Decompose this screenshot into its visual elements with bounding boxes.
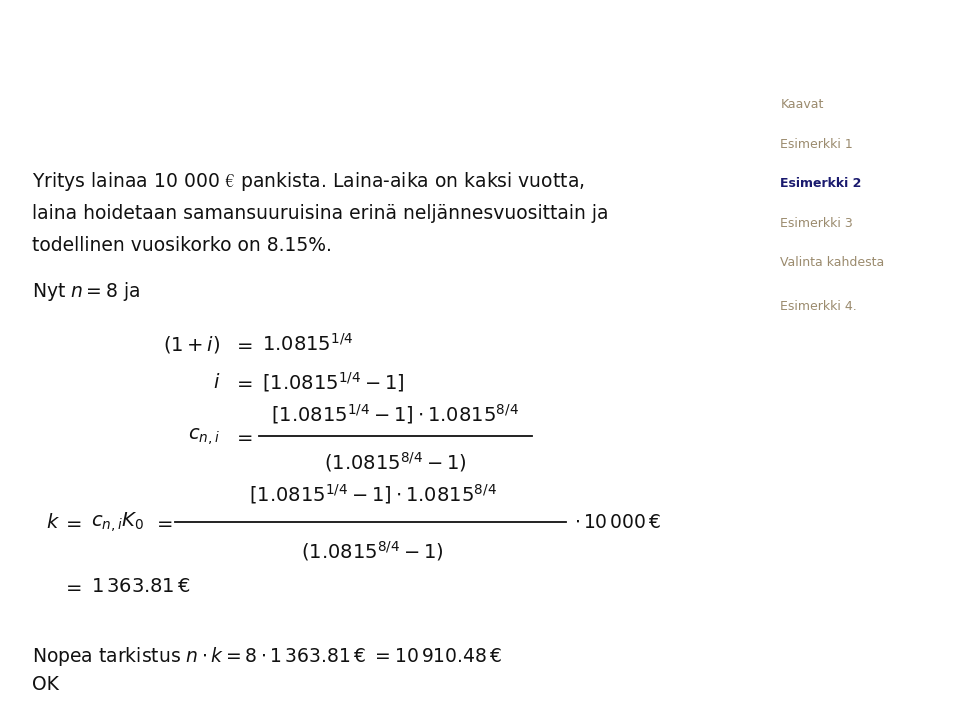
Text: Nopea tarkistus $n \cdot k = 8 \cdot 1\,363.81\,\mathit{€}\ =10\,910.48\,\mathit: Nopea tarkistus $n \cdot k = 8 \cdot 1\,…: [32, 645, 502, 667]
Text: $(1.0815^{8/4} - 1)$: $(1.0815^{8/4} - 1)$: [301, 539, 444, 563]
Text: $k$: $k$: [46, 513, 60, 532]
Text: Esimerkki 1: Esimerkki 1: [780, 138, 853, 150]
Text: $1.0815^{1/4}$: $1.0815^{1/4}$: [262, 333, 354, 355]
Text: $c_{n,i}$: $c_{n,i}$: [188, 426, 221, 447]
Text: $=$: $=$: [154, 513, 174, 532]
Text: $[1.0815^{1/4} - 1] \cdot 1.0815^{8/4}$: $[1.0815^{1/4} - 1] \cdot 1.0815^{8/4}$: [249, 482, 496, 505]
Text: Yritys lainaa 10 000 $\mathcal{€}$ pankista. Laina-aika on kaksi vuotta,: Yritys lainaa 10 000 $\mathcal{€}$ panki…: [32, 170, 585, 193]
Text: $=$: $=$: [233, 427, 253, 446]
Text: Nyt $n = 8$ ja: Nyt $n = 8$ ja: [32, 280, 140, 303]
Text: Esimerkki 3: Esimerkki 3: [780, 217, 853, 230]
Text: $=$: $=$: [233, 335, 253, 354]
Text: $1\,363.81\,\mathit{€}$: $1\,363.81\,\mathit{€}$: [91, 577, 191, 595]
Text: Esimerkki 4.: Esimerkki 4.: [780, 300, 857, 312]
Text: $[1.0815^{1/4} - 1] \cdot 1.0815^{8/4}$: $[1.0815^{1/4} - 1] \cdot 1.0815^{8/4}$: [272, 402, 519, 426]
Text: $=$: $=$: [233, 373, 253, 392]
Text: laina hoidetaan samansuuruisina erinä neljännesvuosittain ja: laina hoidetaan samansuuruisina erinä ne…: [32, 204, 609, 223]
Text: todellinen vuosikorko on 8.15%.: todellinen vuosikorko on 8.15%.: [32, 235, 332, 255]
Text: Esimerkki 2: Esimerkki 2: [29, 34, 199, 62]
Text: $[1.0815^{1/4} - 1]$: $[1.0815^{1/4} - 1]$: [262, 370, 405, 395]
Text: $(1 + i)$: $(1 + i)$: [163, 333, 221, 354]
Text: $=$: $=$: [62, 513, 83, 532]
Text: Valinta kahdesta: Valinta kahdesta: [780, 256, 884, 269]
Text: $c_{n,i} K_0$: $c_{n,i} K_0$: [91, 510, 145, 534]
Text: $i$: $i$: [213, 373, 221, 392]
Text: Esimerkki 2: Esimerkki 2: [780, 177, 862, 190]
Text: $=$: $=$: [62, 577, 83, 595]
Text: $(1.0815^{8/4} - 1)$: $(1.0815^{8/4} - 1)$: [324, 450, 467, 474]
Text: OK: OK: [32, 675, 59, 695]
Text: Kaavat: Kaavat: [780, 98, 824, 111]
Text: $\cdot\,10\,000\,\mathit{€}$: $\cdot\,10\,000\,\mathit{€}$: [574, 513, 661, 532]
